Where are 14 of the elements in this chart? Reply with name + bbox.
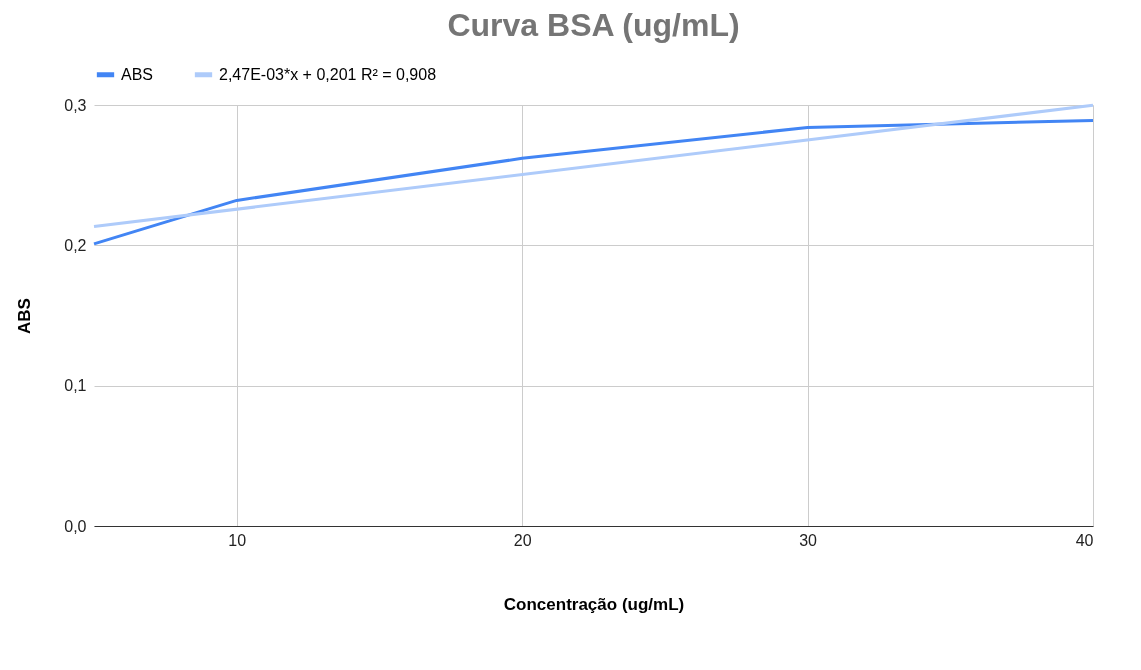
x-tick-label: 30 bbox=[799, 531, 818, 549]
x-tick-label: 40 bbox=[1075, 531, 1094, 549]
x-axis-title: Concentração (ug/mL) bbox=[503, 594, 685, 614]
legend-label: 2,47E-03*x + 0,201 R² = 0,908 bbox=[219, 65, 437, 83]
y-tick-label: 0,3 bbox=[64, 96, 87, 114]
legend-label: ABS bbox=[121, 65, 154, 83]
chart-title: Curva BSA (ug/mL) bbox=[447, 7, 740, 43]
y-axis-title: ABS bbox=[15, 298, 35, 334]
y-tick-label: 0,2 bbox=[64, 236, 87, 254]
y-tick-label: 0,1 bbox=[64, 377, 87, 395]
x-tick-label: 20 bbox=[513, 531, 532, 549]
y-tick-label: 0,0 bbox=[64, 517, 87, 535]
line-series bbox=[92, 118, 1095, 246]
x-tick-label: 10 bbox=[228, 531, 247, 549]
